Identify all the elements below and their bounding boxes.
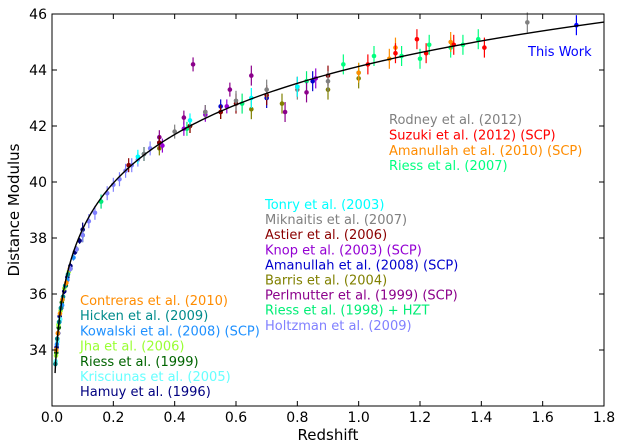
x-tick-label: 1.6: [532, 410, 554, 426]
legend-entry: Knop et al. (2003) (SCP): [265, 243, 422, 258]
legend-entry: Barris et al. (2004): [265, 274, 387, 289]
data-point-suzuki-et-al-2012-scp: [393, 43, 398, 64]
y-tick-label: 46: [29, 7, 47, 23]
data-point-perlmutter-et-al-1999-scp: [282, 102, 288, 122]
legend-entry: Riess et al. (2007): [389, 159, 508, 174]
data-point-marker: [160, 143, 165, 148]
x-tick-label: 1.4: [470, 410, 492, 426]
data-point-marker: [135, 154, 141, 160]
data-point-barris-et-al-2004: [279, 93, 285, 114]
data-point-rodney-et-al-2012: [525, 12, 530, 33]
data-point-miknaitis-et-al-2007: [172, 124, 177, 139]
data-point-perlmutter-et-al-1999-scp: [249, 65, 254, 86]
legend-entry: Kowalski et al. (2008) (SCP): [80, 324, 260, 339]
data-point-marker: [448, 39, 453, 45]
x-tick-label: 0.6: [225, 410, 247, 426]
data-point-marker: [233, 98, 239, 104]
data-point-amanullah-et-al-2008-scp: [310, 71, 315, 92]
legend-entry: Jha et al. (2006): [79, 340, 184, 355]
data-point-marker: [172, 129, 177, 134]
data-point-marker: [525, 20, 530, 25]
legend-entry: Miknaitis et al. (2007): [265, 213, 407, 228]
data-point-marker: [249, 73, 254, 78]
x-axis-label: Redshift: [298, 426, 359, 444]
model-curve: [54, 21, 605, 374]
legend-entry: Tonry et al. (2003): [264, 198, 384, 213]
data-point-miknaitis-et-al-2007: [203, 105, 208, 119]
data-point-perlmutter-et-al-1999-scp: [227, 82, 233, 97]
legend-entry: Krisciunas et al. (2005): [80, 370, 231, 385]
data-point-marker: [417, 56, 423, 62]
model-curve-layer: [54, 21, 605, 374]
data-point-miknaitis-et-al-2007: [233, 90, 239, 111]
x-tick-label: 0.4: [164, 410, 186, 426]
x-tick-label: 1.8: [593, 410, 615, 426]
data-point-marker: [249, 106, 254, 112]
data-point-marker: [92, 210, 98, 216]
data-point-marker: [279, 101, 285, 106]
data-point-marker: [295, 84, 300, 90]
legend-entry: Suzuki et al. (2012) (SCP): [389, 128, 556, 143]
data-point-amanullah-et-al-2010-scp: [448, 32, 453, 52]
data-point-riess-et-al-2007: [475, 29, 481, 50]
data-point-marker: [264, 87, 269, 92]
legend-entry: Holtzman et al. (2009): [265, 319, 412, 334]
data-point-marker: [341, 62, 346, 67]
y-tick-label: 42: [29, 119, 47, 135]
data-point-marker: [181, 115, 187, 120]
data-point-marker: [482, 45, 487, 50]
this-work-annotation: This Work: [527, 45, 592, 60]
legend-entry: Rodney et al. (2012): [389, 113, 522, 128]
data-point-tonry-et-al-2003: [295, 76, 300, 97]
y-tick-label: 40: [29, 175, 47, 191]
y-tick-label: 44: [29, 63, 47, 79]
legend-entry: Contreras et al. (2010): [80, 294, 228, 309]
data-point-knop-et-al-2003-scp: [160, 138, 165, 153]
legend-entry: Hamuy et al. (1996): [80, 385, 211, 400]
y-tick-label: 36: [29, 287, 47, 303]
data-point-miknaitis-et-al-2007: [264, 79, 269, 100]
data-point-perlmutter-et-al-1999-scp: [304, 82, 309, 103]
legend-entry: Perlmutter et al. (1999) (SCP): [265, 289, 458, 304]
data-point-marker: [80, 232, 85, 238]
plot-area-frame: [51, 13, 605, 407]
data-point-riess-et-al-2007: [341, 54, 346, 75]
y-tick-label: 34: [29, 343, 47, 359]
data-point-marker: [203, 109, 208, 115]
data-point-marker: [356, 70, 361, 76]
data-point-marker: [414, 36, 420, 42]
x-tick-label: 0.0: [41, 410, 63, 426]
axis-ticks-layer: 0.0 0.2 0.4 0.6 0.8 1.0 1.2 1.4 1.6 1.8 34 36 38 40 42…: [29, 7, 615, 426]
x-tick-label: 1.2: [409, 410, 431, 426]
y-axis-label: Distance Modulus: [5, 143, 23, 276]
data-point-marker: [426, 42, 432, 48]
data-point-marker: [187, 118, 193, 123]
legend-entry: Amanullah et al. (2008) (SCP): [265, 258, 458, 273]
data-point-marker: [304, 90, 309, 95]
data-point-marker: [325, 78, 331, 84]
legend-entry: Hicken et al. (2009): [80, 309, 208, 324]
legend-entry: Riess et al. (1999): [80, 355, 199, 370]
legend-layer: Rodney et al. (2012)Suzuki et al. (2012)…: [79, 45, 592, 400]
x-tick-label: 1.0: [348, 410, 370, 426]
data-point-marker: [227, 87, 233, 92]
x-tick-label: 0.8: [286, 410, 308, 426]
legend-entry: Astier et al. (2006): [265, 228, 387, 243]
legend-entry: Amanullah et al. (2010) (SCP): [389, 144, 582, 159]
data-point-tonry-et-al-2003: [135, 149, 141, 164]
data-point-marker: [310, 78, 315, 84]
y-tick-label: 38: [29, 231, 47, 247]
data-point-perlmutter-et-al-1999-scp: [190, 57, 196, 72]
data-point-marker: [475, 36, 481, 42]
data-point-tonry-et-al-2003: [187, 113, 193, 128]
data-point-marker: [190, 62, 196, 67]
data-point-marker: [371, 53, 377, 59]
data-point-suzuki-et-al-2012-scp: [414, 29, 420, 50]
legend-entry: Riess et al. (1998) + HZT: [265, 304, 429, 319]
x-tick-label: 0.2: [102, 410, 124, 426]
data-point-marker: [393, 50, 398, 56]
data-point-marker: [282, 109, 288, 115]
